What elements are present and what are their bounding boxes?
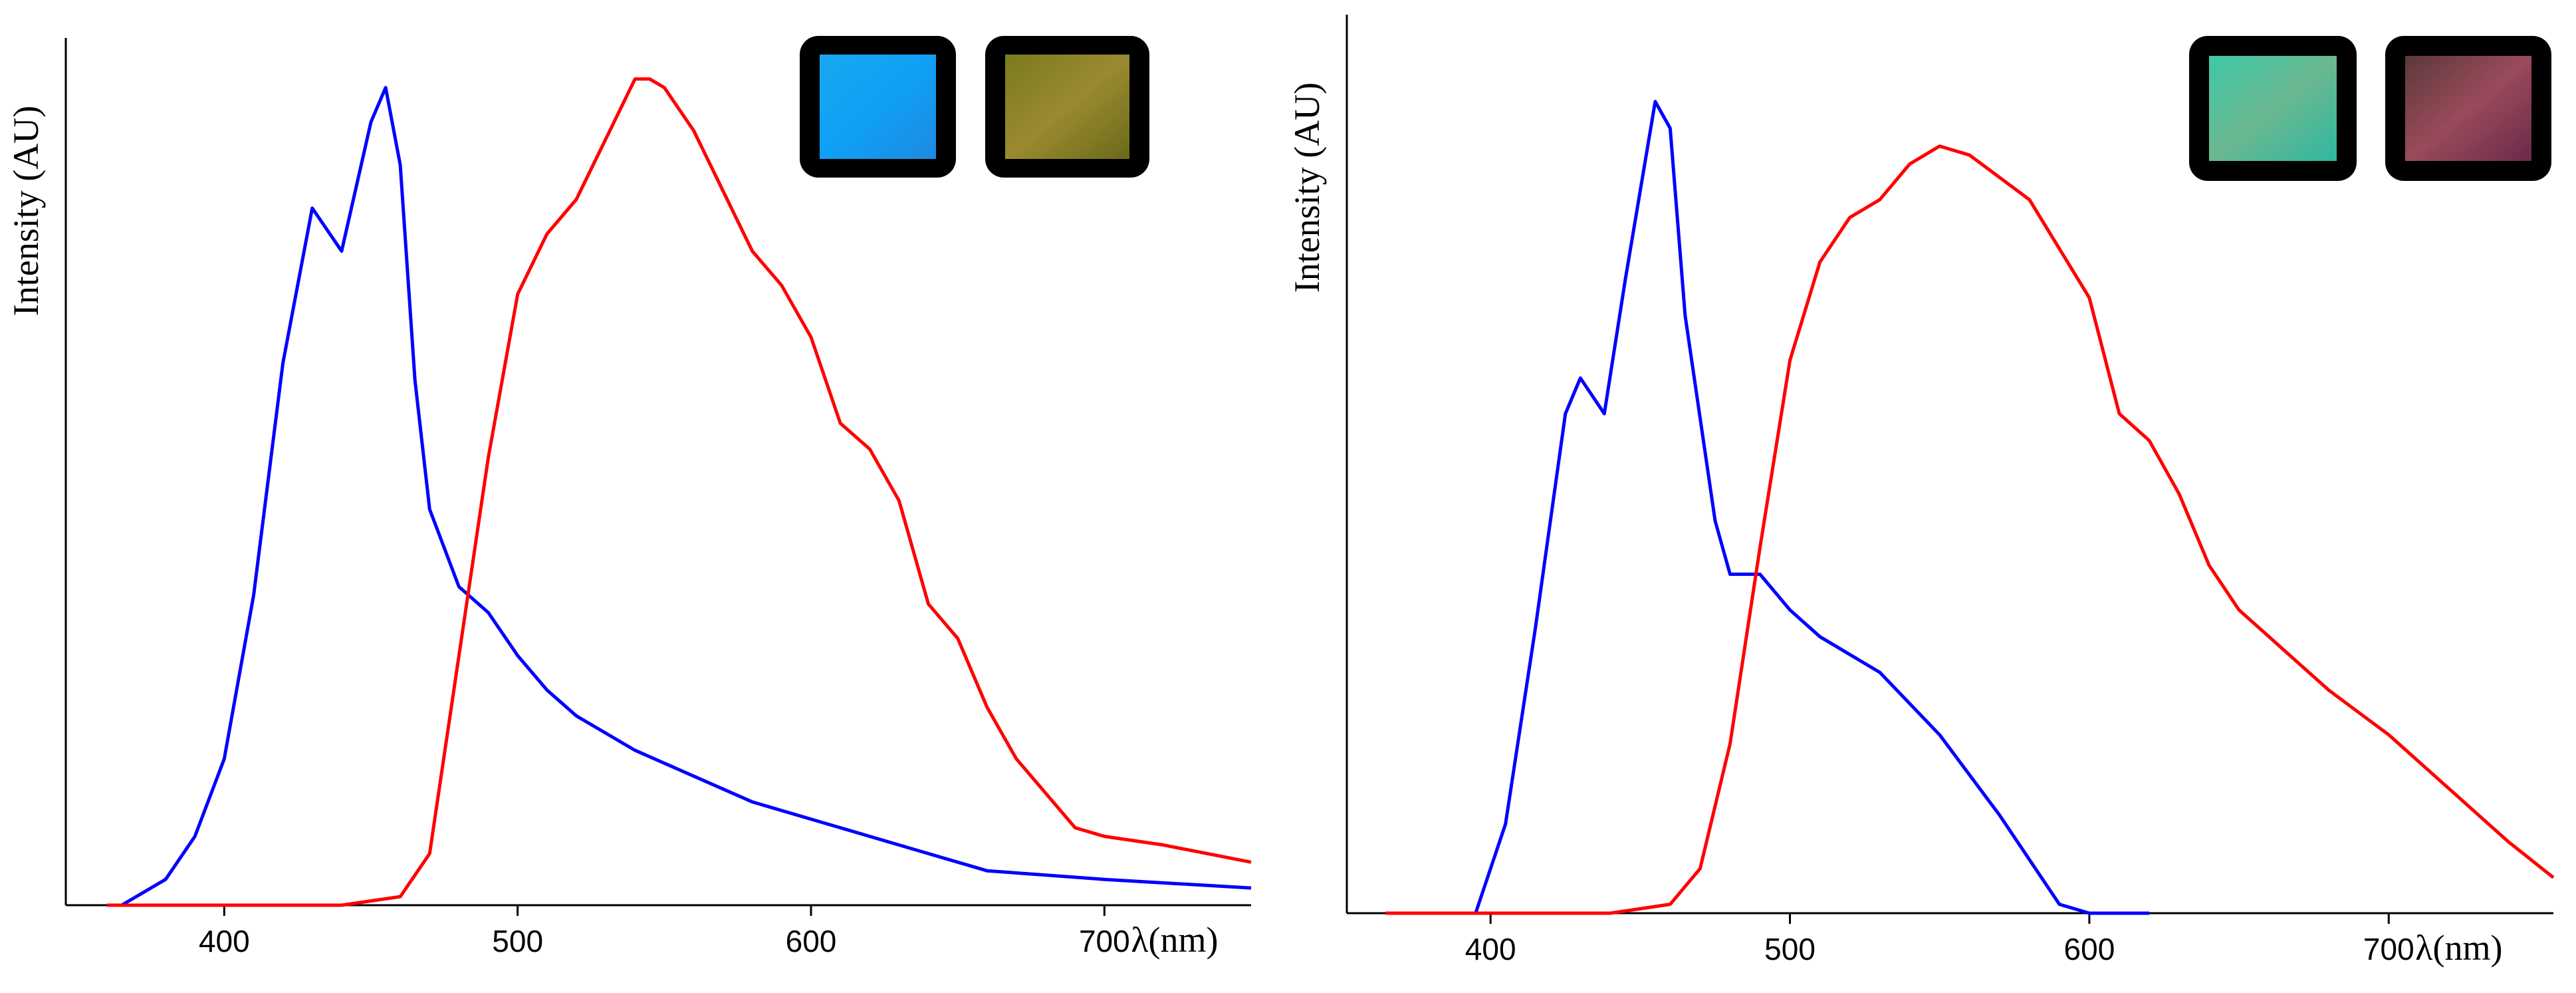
inset-photo [2405,56,2531,161]
inset-photo [1005,55,1129,159]
x-tick-label: 400 [1465,932,1516,966]
x-tick-label: 500 [492,924,543,958]
plot: 400 500 600 700 λ(nm) Intensity (AU) [6,38,1252,960]
inset-photo [820,55,936,159]
x-tick-label: 400 [199,924,250,958]
spectrum-line [1385,144,2555,915]
spectrum-line [1474,100,2149,915]
x-tick-label: 600 [786,924,837,958]
x-tick-label: 600 [2064,932,2115,966]
x-axis-label: λ(nm) [2415,928,2502,968]
x-axis-label: λ(nm) [1131,920,1218,960]
spectrum-line [120,86,1252,907]
plot: 400 500 600 700 λ(nm) Intensity (AU) [1287,15,2555,968]
spectrum-line [106,77,1252,907]
y-axis-label: Intensity (AU) [1287,82,1327,293]
y-axis-label: Intensity (AU) [6,106,46,316]
inset-photos [800,36,2551,181]
x-tick-label: 500 [1764,932,1815,966]
x-tick-label: 700 [2363,932,2414,966]
inset-photo [2209,56,2337,161]
x-tick-label: 700 [1079,924,1130,958]
